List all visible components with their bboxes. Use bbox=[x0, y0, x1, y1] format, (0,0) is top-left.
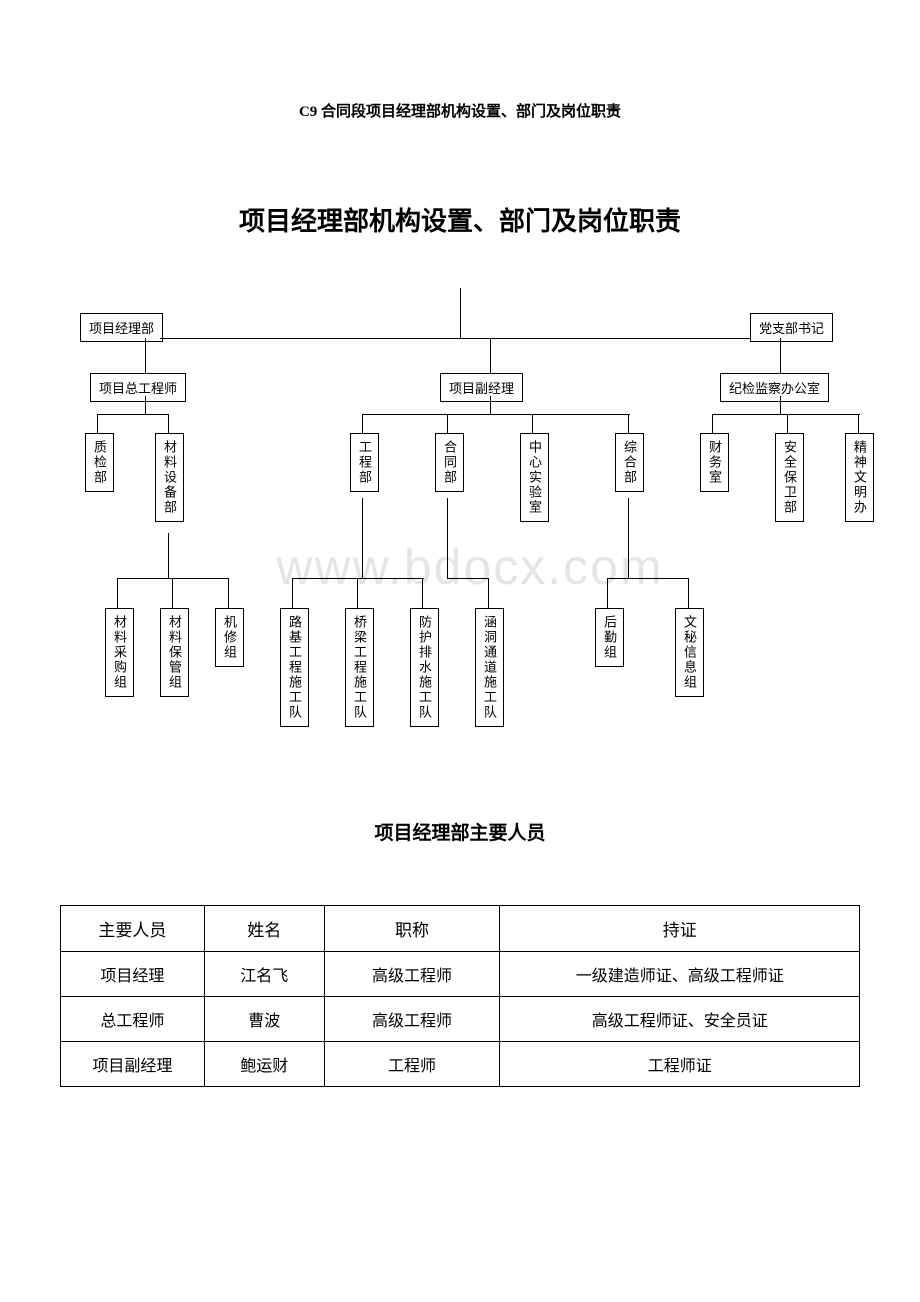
table-row: 项目经理 江名飞 高级工程师 一级建造师证、高级工程师证 bbox=[61, 952, 860, 997]
th-role: 主要人员 bbox=[61, 906, 205, 952]
node-pm-dept: 项目经理部 bbox=[80, 313, 163, 342]
cell-name: 江名飞 bbox=[204, 952, 324, 997]
node-drain: 防护排水施工队 bbox=[410, 608, 439, 727]
page-header: C9 合同段项目经理部机构设置、部门及岗位职责 bbox=[60, 100, 860, 121]
node-deputy-pm: 项目副经理 bbox=[440, 373, 523, 402]
node-contract: 合同部 bbox=[435, 433, 464, 492]
node-safety: 安全保卫部 bbox=[775, 433, 804, 522]
cell-name: 鲍运财 bbox=[204, 1042, 324, 1087]
th-cert: 持证 bbox=[500, 906, 860, 952]
node-lab: 中心实验室 bbox=[520, 433, 549, 522]
cell-title: 高级工程师 bbox=[324, 952, 500, 997]
watermark-text: www.bdocx.com bbox=[276, 538, 663, 596]
th-name: 姓名 bbox=[204, 906, 324, 952]
node-general: 综合部 bbox=[615, 433, 644, 492]
cell-cert: 工程师证 bbox=[500, 1042, 860, 1087]
table-row: 项目副经理 鲍运财 工程师 工程师证 bbox=[61, 1042, 860, 1087]
node-road: 路基工程施工队 bbox=[280, 608, 309, 727]
node-discipline: 纪检监察办公室 bbox=[720, 373, 829, 402]
cell-title: 工程师 bbox=[324, 1042, 500, 1087]
table-row: 总工程师 曹波 高级工程师 高级工程师证、安全员证 bbox=[61, 997, 860, 1042]
org-chart: www.bdocx.com 项目经理部 党支部书记 项目总工程师 项目副经理 纪… bbox=[60, 288, 880, 768]
cell-title: 高级工程师 bbox=[324, 997, 500, 1042]
cell-name: 曹波 bbox=[204, 997, 324, 1042]
cell-role: 总工程师 bbox=[61, 997, 205, 1042]
th-title: 职称 bbox=[324, 906, 500, 952]
cell-cert: 高级工程师证、安全员证 bbox=[500, 997, 860, 1042]
node-mat-buy: 材料采购组 bbox=[105, 608, 134, 697]
node-quality: 质检部 bbox=[85, 433, 114, 492]
cell-role: 项目副经理 bbox=[61, 1042, 205, 1087]
table-header-row: 主要人员 姓名 职称 持证 bbox=[61, 906, 860, 952]
node-material: 材料设备部 bbox=[155, 433, 184, 522]
node-spirit: 精神文明办 bbox=[845, 433, 874, 522]
node-mat-keep: 材料保管组 bbox=[160, 608, 189, 697]
node-logistics: 后勤组 bbox=[595, 608, 624, 667]
cell-cert: 一级建造师证、高级工程师证 bbox=[500, 952, 860, 997]
cell-role: 项目经理 bbox=[61, 952, 205, 997]
node-repair: 机修组 bbox=[215, 608, 244, 667]
node-chief-eng: 项目总工程师 bbox=[90, 373, 186, 402]
section-title: 项目经理部主要人员 bbox=[60, 818, 860, 845]
node-eng: 工程部 bbox=[350, 433, 379, 492]
node-tunnel: 涵洞通道施工队 bbox=[475, 608, 504, 727]
main-title: 项目经理部机构设置、部门及岗位职责 bbox=[60, 201, 860, 238]
personnel-table: 主要人员 姓名 职称 持证 项目经理 江名飞 高级工程师 一级建造师证、高级工程… bbox=[60, 905, 860, 1087]
node-finance: 财务室 bbox=[700, 433, 729, 492]
node-bridge: 桥梁工程施工队 bbox=[345, 608, 374, 727]
node-secretary: 文秘信息组 bbox=[675, 608, 704, 697]
node-party: 党支部书记 bbox=[750, 313, 833, 342]
